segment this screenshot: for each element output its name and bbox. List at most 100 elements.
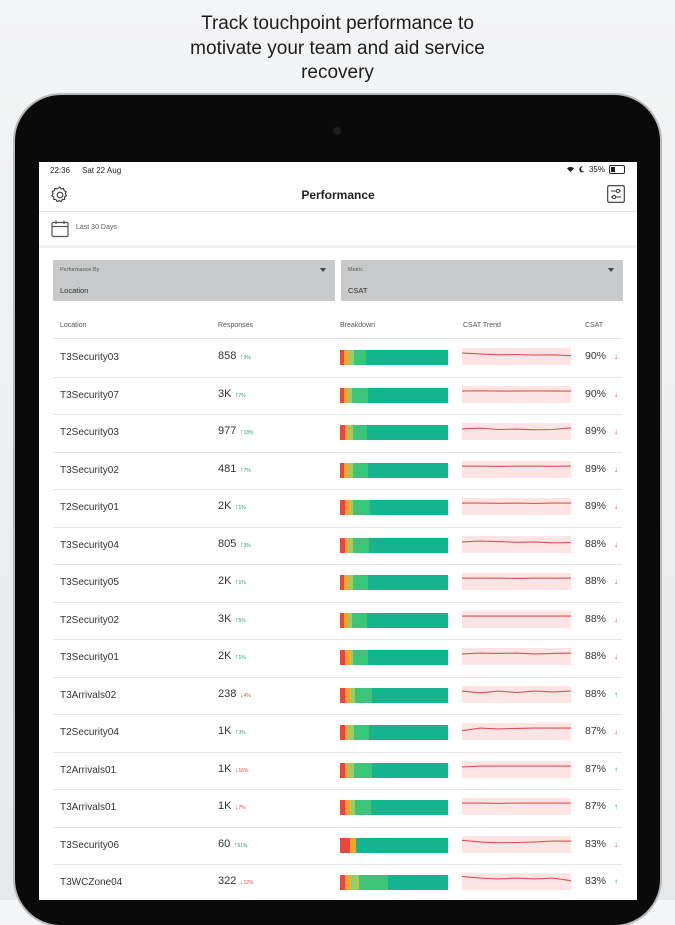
- responses-count: 481: [218, 463, 236, 475]
- csat-trend-sparkline: [462, 798, 571, 815]
- location-name: T3WCZone04: [60, 877, 122, 888]
- responses-change: ↑61%: [234, 842, 248, 849]
- responses-count: 1K: [218, 800, 231, 812]
- responses-change-value: 16%: [239, 768, 249, 774]
- breakdown-segment: [355, 688, 372, 703]
- responses-change-value: 3%: [239, 730, 246, 736]
- arrow-up-icon: ↑: [614, 766, 618, 774]
- arrow-up-icon: ↑: [614, 691, 618, 699]
- responses-count: 1K: [218, 763, 231, 775]
- location-name: T2Arrivals01: [60, 765, 116, 776]
- moon-icon: [579, 166, 585, 173]
- responses-count: 1K: [218, 725, 231, 737]
- responses-count: 60: [218, 838, 230, 850]
- performance-by-caption: Performance By: [60, 267, 99, 273]
- location-name: T2Security02: [60, 615, 119, 626]
- responses-change-value: 5%: [239, 618, 246, 624]
- breakdown-segment: [352, 613, 367, 628]
- responses-count: 3K: [218, 613, 231, 625]
- breakdown-segment: [354, 350, 366, 365]
- metric-dropdown[interactable]: Metric CSAT: [341, 260, 623, 301]
- column-header-location[interactable]: Location: [60, 322, 86, 329]
- responses-change: ↑3%: [240, 354, 251, 361]
- breakdown-segment: [352, 388, 368, 403]
- arrow-down-icon: ↓: [614, 541, 618, 549]
- breakdown-segment: [355, 800, 371, 815]
- breakdown-bar: [340, 538, 448, 553]
- trend-line: [462, 876, 571, 880]
- breakdown-segment: [359, 875, 387, 890]
- breakdown-segment: [353, 425, 367, 440]
- date-range-bar[interactable]: Last 30 Days: [39, 212, 637, 245]
- breakdown-segment: [371, 800, 448, 815]
- csat-trend-sparkline: [462, 348, 571, 365]
- filter-settings-icon[interactable]: [607, 185, 625, 203]
- location-name: T3Security03: [60, 352, 119, 363]
- column-header-responses[interactable]: Responses: [218, 322, 253, 329]
- breakdown-bar: [340, 500, 448, 515]
- breakdown-segment: [368, 650, 448, 665]
- column-header-csat[interactable]: CSAT: [585, 322, 603, 329]
- responses-change: ↓4%: [240, 692, 251, 699]
- location-name: T3Arrivals01: [60, 802, 116, 813]
- arrow-down-icon: ↓: [614, 503, 618, 511]
- arrow-down-icon: ↓: [614, 428, 618, 436]
- csat-value: 88%: [585, 688, 606, 700]
- breakdown-segment: [356, 838, 448, 853]
- location-name: T2Security01: [60, 502, 119, 513]
- responses-change-value: 1%: [239, 505, 246, 511]
- responses-change-value: 18%: [244, 430, 254, 436]
- breakdown-segment: [353, 463, 368, 478]
- location-name: T3Security07: [60, 390, 119, 401]
- page-title: Performance: [39, 188, 637, 202]
- responses-change: ↓12%: [240, 879, 254, 886]
- breakdown-segment: [340, 838, 350, 853]
- breakdown-bar: [340, 575, 448, 590]
- responses-change: ↑1%: [235, 504, 246, 511]
- responses-count: 3K: [218, 388, 231, 400]
- responses-change-value: 12%: [244, 880, 254, 886]
- status-indicators: 35%: [566, 165, 625, 174]
- performance-by-dropdown[interactable]: Performance By Location: [53, 260, 335, 301]
- breakdown-bar: [340, 350, 448, 365]
- csat-value: 88%: [585, 650, 606, 662]
- date-range-label: Last 30 Days: [76, 224, 117, 231]
- csat-value: 89%: [585, 425, 606, 437]
- breakdown-segment: [353, 575, 368, 590]
- breakdown-segment: [366, 350, 448, 365]
- csat-trend-sparkline: [462, 461, 571, 478]
- app-screen: 22:36 Sat 22 Aug 35% Performance: [39, 162, 637, 900]
- performance-by-value: Location: [60, 286, 88, 295]
- breakdown-bar: [340, 688, 448, 703]
- csat-trend-sparkline: [462, 423, 571, 440]
- responses-count: 977: [218, 425, 236, 437]
- location-name: T2Security04: [60, 727, 119, 738]
- csat-value: 90%: [585, 388, 606, 400]
- breakdown-segment: [372, 688, 448, 703]
- csat-value: 87%: [585, 725, 606, 737]
- csat-trend-sparkline: [462, 873, 571, 890]
- breakdown-segment: [353, 650, 368, 665]
- breakdown-bar: [340, 613, 448, 628]
- responses-change-value: 4%: [244, 693, 251, 699]
- location-name: T2Security03: [60, 427, 119, 438]
- csat-trend-sparkline: [462, 573, 571, 590]
- breakdown-segment: [349, 875, 360, 890]
- battery-icon: [609, 165, 625, 174]
- responses-change: ↑7%: [240, 467, 251, 474]
